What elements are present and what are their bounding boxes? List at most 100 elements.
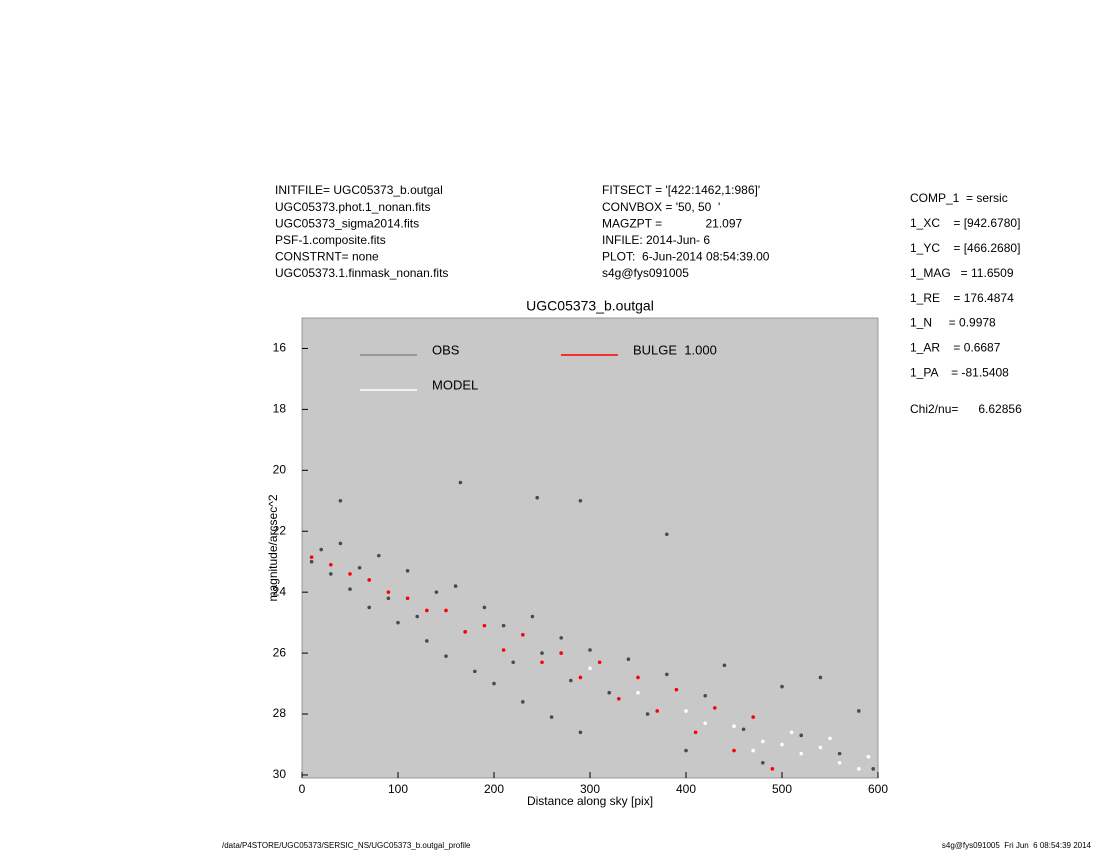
info-line: UGC05373.1.finmask_nonan.fits (275, 266, 448, 280)
info-line: FITSECT = '[422:1462,1:986]' (602, 183, 760, 197)
point (789, 730, 794, 735)
plot (301, 317, 879, 779)
point (780, 742, 784, 747)
y-tick-label: 24 (273, 584, 287, 598)
point (607, 690, 611, 695)
point (732, 748, 736, 753)
point (386, 596, 391, 601)
point (770, 767, 775, 771)
point (386, 590, 391, 594)
param-line: 1_YC = [466.2680] (910, 241, 1020, 255)
point (535, 495, 539, 500)
x-tick-label: 600 (868, 782, 888, 796)
info-line: UGC05373.phot.1_nonan.fits (275, 200, 430, 214)
footer-left: /data/P4STORE/UGC05373/SERSIC_NS/UGC0537… (222, 841, 471, 850)
point (636, 690, 640, 695)
point (751, 715, 755, 719)
point (319, 547, 324, 552)
point (511, 660, 515, 665)
point (377, 553, 381, 558)
point (636, 675, 640, 680)
y-tick-label: 30 (273, 767, 287, 781)
legend-label: OBS (432, 342, 460, 357)
param-line: 1_XC = [942.6780] (910, 216, 1020, 230)
point (569, 678, 573, 683)
point (501, 648, 506, 652)
info-line: INFILE: 2014-Jun- 6 (602, 233, 710, 247)
chart-title: UGC05373_b.outgal (526, 298, 654, 314)
point (837, 751, 842, 756)
y-tick-label: 20 (273, 462, 287, 476)
point (521, 700, 525, 704)
y-tick-label: 26 (273, 645, 287, 659)
param-line: 1_RE = 176.4874 (910, 291, 1014, 305)
point (549, 715, 554, 719)
point (521, 633, 525, 637)
point (722, 663, 727, 668)
point (396, 620, 400, 625)
point (338, 498, 343, 503)
point (732, 724, 736, 729)
info-line: UGC05373_sigma2014.fits (275, 216, 419, 230)
point (309, 555, 314, 559)
point (761, 760, 765, 765)
info-line: PSF-1.composite.fits (275, 233, 386, 247)
point (693, 730, 698, 735)
y-tick-label: 16 (273, 341, 287, 355)
point (357, 566, 362, 570)
point (405, 569, 410, 573)
info-line: INITFILE= UGC05373_b.outgal (275, 183, 443, 197)
info-line: CONVBOX = '50, 50 ' (602, 200, 720, 214)
point (348, 587, 352, 591)
point (828, 736, 832, 741)
point (309, 559, 314, 564)
point (367, 605, 372, 610)
point (713, 706, 717, 710)
point (597, 660, 602, 665)
point (492, 681, 496, 686)
y-tick-label: 18 (273, 402, 287, 416)
point (367, 578, 372, 582)
point (425, 608, 429, 613)
point (818, 675, 823, 680)
x-axis-label: Distance along sky [pix] (527, 794, 653, 808)
param-line: 1_N = 0.9978 (910, 316, 996, 330)
point (453, 584, 458, 588)
point (588, 648, 592, 652)
point (463, 629, 468, 634)
x-tick-label: 0 (299, 782, 306, 796)
point (434, 590, 439, 594)
param-line: 1_PA = -81.5408 (910, 365, 1009, 379)
y-tick-label: 28 (273, 706, 287, 720)
x-tick-label: 500 (772, 782, 792, 796)
point (415, 614, 420, 619)
x-tick-label: 300 (580, 782, 600, 796)
point (703, 721, 707, 725)
point (458, 480, 463, 485)
point (741, 727, 746, 732)
legend-label: BULGE 1.000 (633, 342, 717, 357)
point (780, 684, 784, 689)
point (501, 623, 506, 628)
point (559, 636, 563, 640)
point (617, 696, 621, 701)
point (866, 754, 871, 759)
point (329, 572, 333, 576)
point (818, 745, 823, 750)
param-line: 1_MAG = 11.6509 (910, 266, 1014, 280)
point (578, 498, 583, 503)
x-tick-label: 100 (388, 782, 408, 796)
plot-area (301, 317, 879, 779)
point (540, 660, 544, 665)
point (684, 709, 688, 713)
param-line: 1_AR = 0.6687 (910, 341, 1001, 355)
point (578, 730, 583, 735)
x-tick-label: 400 (676, 782, 696, 796)
point (425, 639, 429, 643)
point (645, 712, 650, 716)
point (837, 760, 842, 765)
info-line: s4g@fys091005 (602, 266, 689, 280)
point (482, 623, 487, 628)
point (751, 748, 755, 753)
